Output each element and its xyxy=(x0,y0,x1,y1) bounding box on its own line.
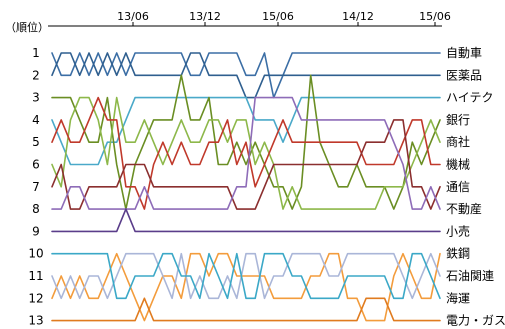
series-line xyxy=(51,119,441,210)
series-end-label: 通信 xyxy=(446,180,470,194)
series-line xyxy=(51,74,441,210)
series-end-label: 電力・ガス xyxy=(446,314,505,328)
series-end-label: 海運 xyxy=(446,290,470,305)
series-line xyxy=(51,297,441,322)
y-rank-label: 9 xyxy=(32,224,40,238)
y-rank-label: 8 xyxy=(32,202,40,216)
y-rank-label: 5 xyxy=(32,135,40,149)
series-end-label: 石油関連 xyxy=(446,269,494,283)
series-line xyxy=(51,96,441,166)
series-end-label: 鉄鋼 xyxy=(446,246,470,261)
x-tick-label: 14/12 xyxy=(342,10,374,23)
y-axis-unit-label: （順位） xyxy=(5,20,49,34)
series-line xyxy=(51,252,441,300)
y-rank-label: 13 xyxy=(28,314,43,328)
x-tick-label: 13/06 xyxy=(117,10,149,23)
series-end-label: ハイテク xyxy=(446,91,494,105)
series-line xyxy=(51,96,441,210)
series-end-label: 自動車 xyxy=(446,46,482,60)
series-line xyxy=(51,96,441,210)
y-rank-label: 2 xyxy=(32,68,40,82)
series-end-label: 小売 xyxy=(446,223,470,238)
series-end-label: 機械 xyxy=(446,157,470,172)
series-line xyxy=(51,252,441,322)
series-line xyxy=(51,52,441,99)
series-line xyxy=(51,96,441,210)
series-lines xyxy=(51,52,441,322)
y-rank-label: 10 xyxy=(28,247,43,261)
x-tick-label: 13/12 xyxy=(189,10,221,23)
y-rank-label: 7 xyxy=(32,180,40,194)
x-tick-label: 15/06 xyxy=(262,10,294,23)
series-end-label: 医薬品 xyxy=(446,68,482,82)
axis-layer: （順位）13/06 13/12 15/06 14/12 15/0612345678910… xyxy=(5,10,451,328)
y-rank-label: 1 xyxy=(32,46,40,60)
series-end-label: 銀行 xyxy=(446,113,470,127)
y-rank-label: 6 xyxy=(32,158,40,172)
y-rank-label: 4 xyxy=(32,113,40,127)
series-line xyxy=(51,252,441,300)
series-end-label: 不動産 xyxy=(446,201,482,216)
x-tick-label: 15/06 xyxy=(419,10,451,23)
y-rank-label: 3 xyxy=(32,91,40,105)
series-end-label: 商社 xyxy=(446,134,470,149)
y-rank-label: 12 xyxy=(28,291,43,305)
y-rank-label: 11 xyxy=(28,269,43,283)
series-line xyxy=(51,208,441,233)
